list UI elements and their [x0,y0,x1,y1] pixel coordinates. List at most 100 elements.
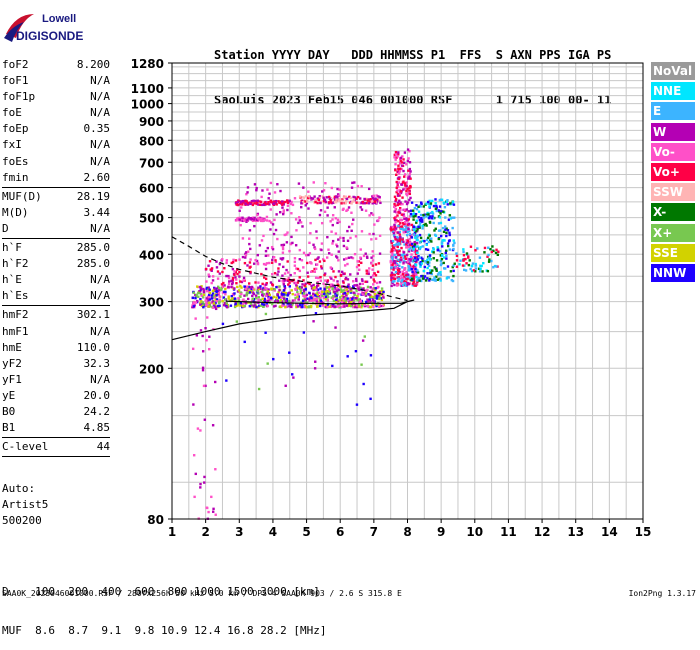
echo-point [282,211,285,214]
echo-point [402,284,405,287]
echo-point [211,275,215,278]
echo-point [255,186,258,190]
echo-point [336,300,340,303]
echo-point [255,296,258,300]
echo-point [359,248,362,251]
echo-point [344,202,347,205]
echo-point [282,201,285,204]
echo-point [372,194,375,198]
echo-point [415,219,418,222]
echo-point [349,301,352,304]
echo-point [352,291,355,294]
echo-point [393,273,396,277]
echo-point [437,237,441,241]
echo-point [414,252,418,256]
echo-point [246,186,250,189]
echo-point [345,294,348,297]
echo-point [211,289,215,293]
echo-point [315,230,318,233]
echo-point [244,202,247,206]
echo-point [414,263,418,267]
echo-point [425,202,428,205]
echo-point [325,196,328,199]
echo-point [394,168,397,172]
echo-point [415,270,418,274]
echo-point [380,298,384,302]
echo-point [403,173,407,176]
echo-point [196,299,199,303]
echo-point [265,219,269,222]
echo-point [396,250,399,254]
echo-point [300,259,304,262]
echo-point [319,299,323,302]
echo-point [411,282,415,286]
echo-point [200,300,203,303]
echo-point [474,270,477,273]
echo-point [402,188,405,191]
echo-point [340,270,344,274]
y-tick-label: 1000 [131,98,164,112]
echo-point [347,206,351,209]
echo-point [300,205,303,209]
echo-point [324,279,327,282]
echo-point [227,285,230,289]
echo-point [231,267,235,271]
echo-point [216,277,220,280]
echo-point [413,231,417,235]
echo-point [408,186,411,189]
echo-point [347,283,350,286]
echo-point [191,304,194,307]
echo-point [349,196,352,200]
echo-point [323,210,327,213]
echo-point [378,305,381,309]
echo-point [404,255,407,258]
auto-line-1: Auto: [2,482,36,495]
echo-point [377,219,380,222]
param-row: foEp 0.35 [2,121,110,137]
echo-point [304,195,308,198]
echo-point [218,298,222,301]
echo-point [215,260,218,263]
echo-point [431,212,435,215]
echo-point [242,199,245,203]
x-tick-label: 10 [466,525,483,539]
echo-point [421,220,424,223]
echo-point [423,239,426,243]
echo-point [401,238,404,241]
echo-point [415,204,418,207]
echo-point [397,220,400,223]
echo-point [259,287,262,290]
echo-point [210,267,214,270]
echo-point [316,201,319,205]
echo-point [262,203,265,206]
echo-point [400,183,403,186]
echo-point [286,204,290,207]
echo-point [341,294,344,298]
echo-point [392,232,396,235]
echo-point [397,181,401,184]
echo-point [421,277,425,280]
param-label: fxI [2,138,22,152]
echo-point [329,283,332,286]
echo-point [233,273,236,276]
echo-point [284,300,288,303]
echo-point [302,288,306,292]
echo-point [394,260,398,263]
echo-point [236,304,239,307]
echo-point [331,214,335,217]
echo-point [447,218,451,221]
echo-point [370,256,373,259]
echo-point [407,222,411,226]
echo-point [281,274,284,277]
echo-point [329,266,332,269]
echo-point [279,298,283,302]
echo-point [282,302,285,306]
echo-point [286,294,289,297]
echo-point [281,245,285,248]
chart-grid [171,63,644,519]
echo-point [415,242,419,245]
param-row: M(D) 3.44 [2,205,110,221]
echo-point [364,291,368,294]
echo-point [293,264,297,267]
echo-point [371,213,375,216]
